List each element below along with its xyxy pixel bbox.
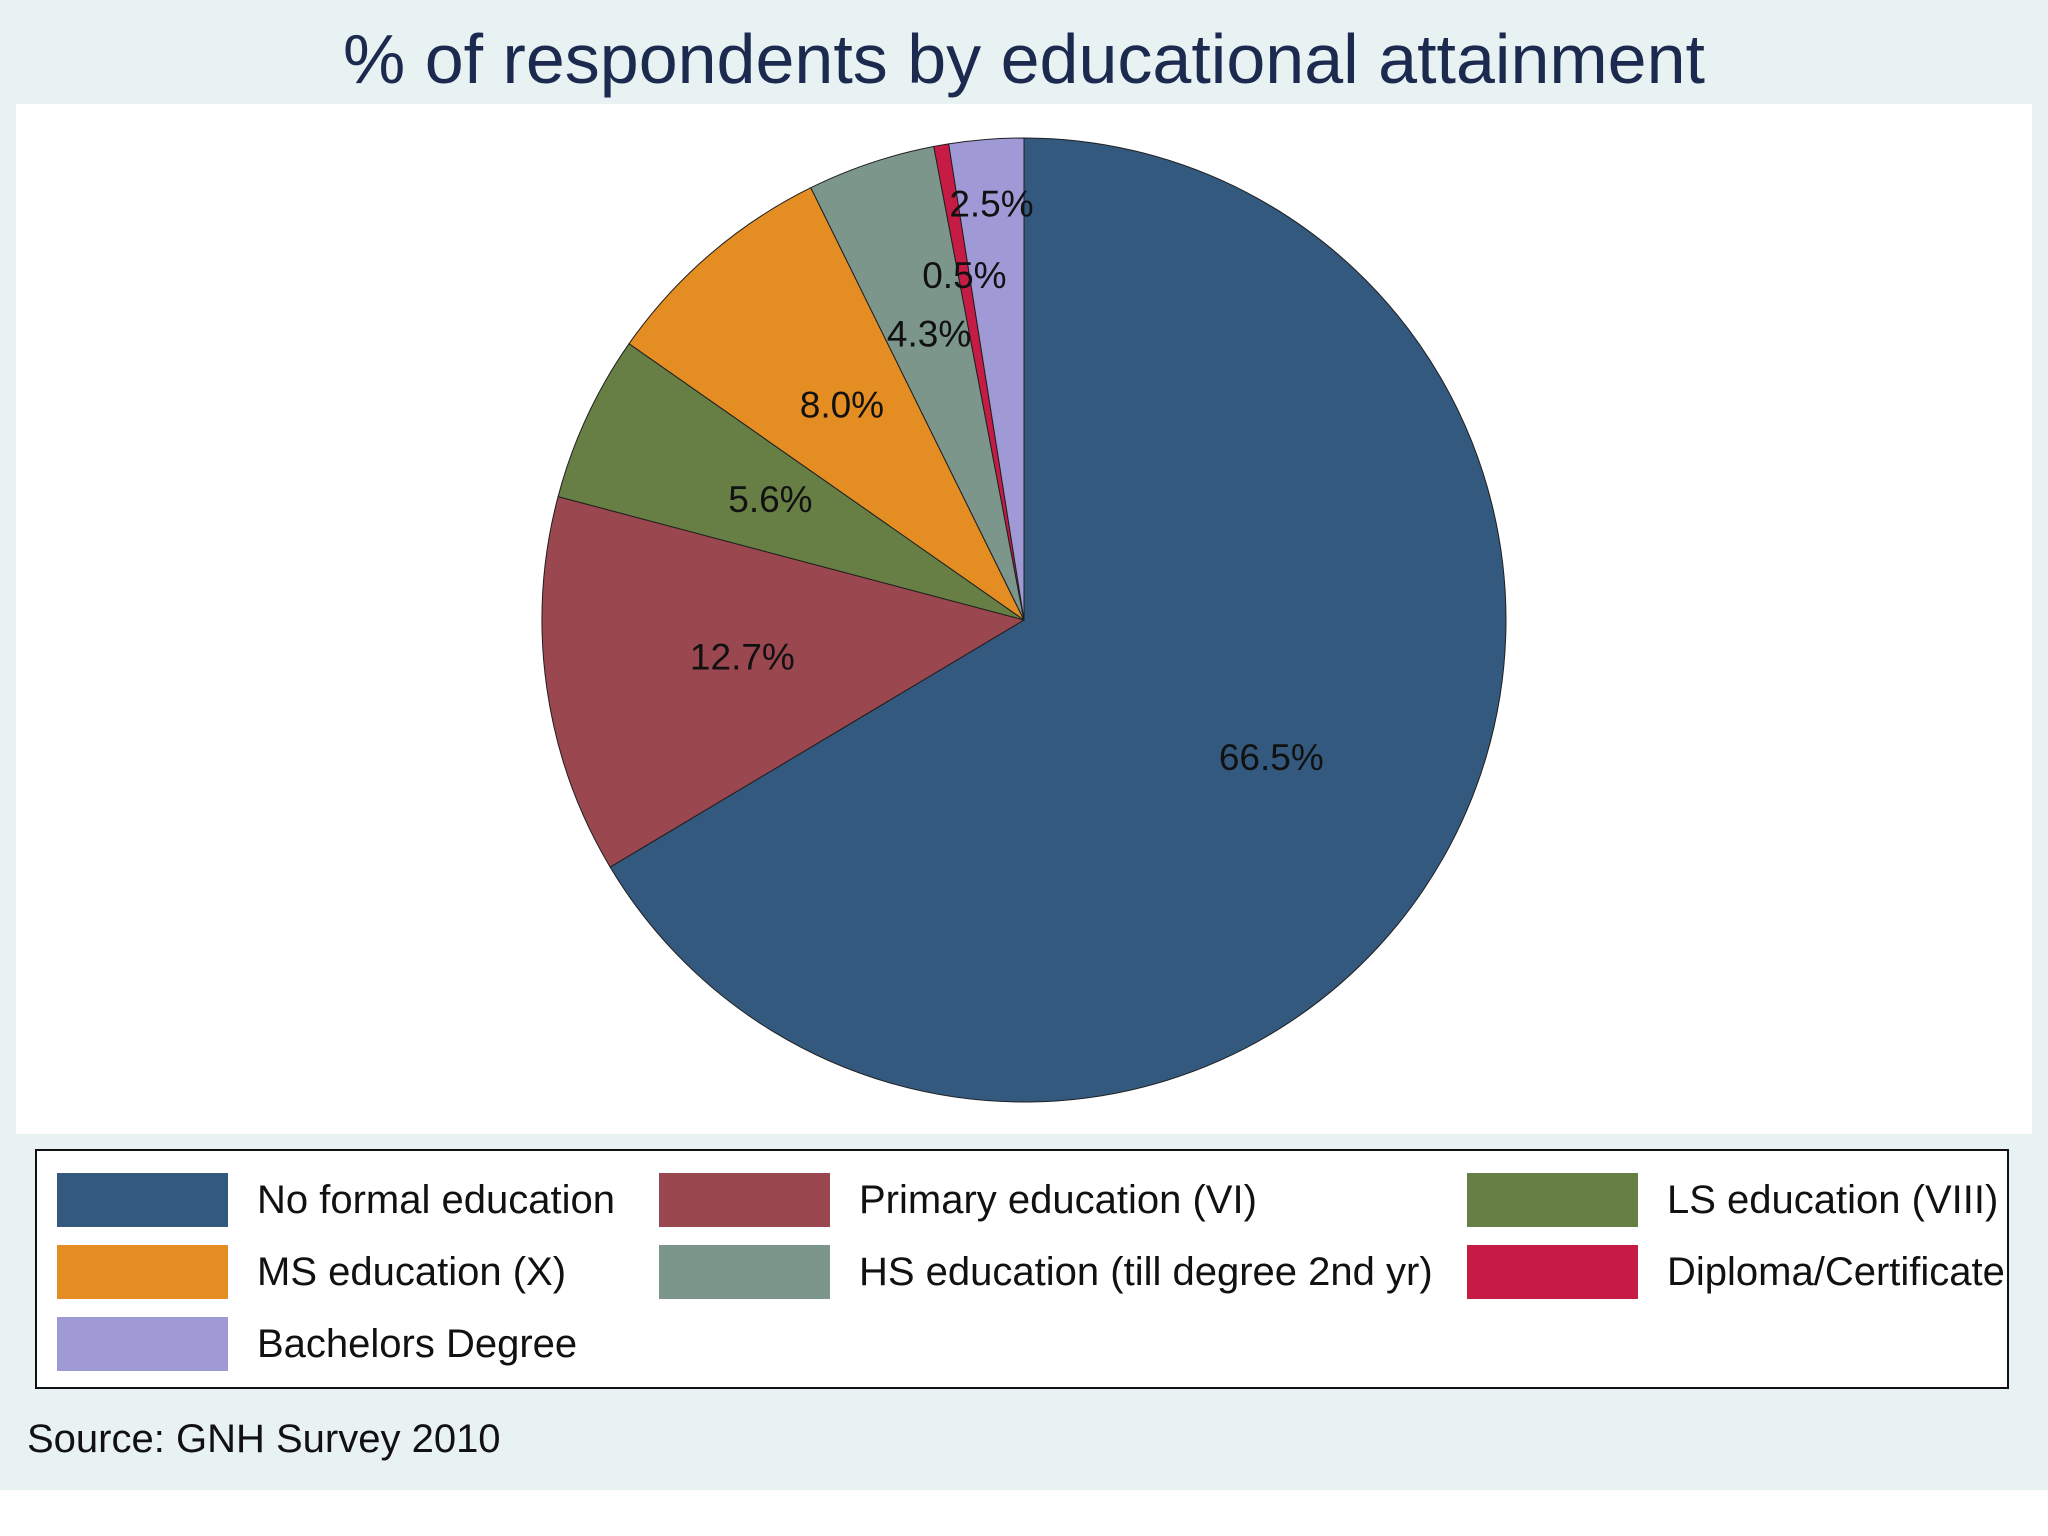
legend-swatch	[1467, 1245, 1638, 1299]
legend-swatch	[57, 1173, 228, 1227]
source-note: Source: GNH Survey 2010	[27, 1417, 501, 1461]
pie-slices	[541, 137, 1507, 1103]
pie-slice-ls-education-viii	[557, 343, 1025, 621]
legend-label: No formal education	[257, 1177, 615, 1222]
chart-title: % of respondents by educational attainme…	[343, 20, 1705, 98]
pie-slice-bachelors-degree	[948, 137, 1025, 621]
pie-slice-no-formal-education	[609, 137, 1507, 1103]
legend-item-ls-education: LS education (VIII)	[1467, 1173, 1998, 1227]
legend-item-no-formal-education: No formal education	[57, 1173, 615, 1227]
slice-value-label: 2.5%	[949, 184, 1033, 225]
slice-value-label: 4.3%	[887, 313, 971, 354]
legend-label: LS education (VIII)	[1667, 1177, 1999, 1222]
legend-swatch	[57, 1245, 228, 1299]
legend-label: HS education (till degree 2nd yr)	[859, 1249, 1433, 1294]
pie-slice-ms-education-x	[628, 187, 1025, 621]
slice-labels: 66.5% 12.7% 5.6% 8.0%4.3% 0.5% 2.5%	[690, 184, 1324, 779]
slice-value-label: 8.0%	[800, 385, 884, 426]
legend-swatch	[659, 1173, 830, 1227]
legend-label: Primary education (VI)	[859, 1177, 1257, 1222]
slice-value-label: 66.5%	[1219, 737, 1324, 778]
legend-label: Bachelors Degree	[257, 1321, 578, 1366]
legend-swatch	[57, 1317, 228, 1371]
legend-swatch	[1467, 1173, 1638, 1227]
legend-item-hs-education: HS education (till degree 2nd yr)	[659, 1245, 1433, 1299]
slice-value-label: 12.7%	[690, 636, 795, 677]
chart-frame: % of respondents by educational attainme…	[0, 0, 2048, 1490]
slice-value-label: 5.6%	[728, 479, 812, 520]
legend-item-diploma-certificate: Diploma/Certificate	[1467, 1245, 2005, 1299]
legend-swatch	[659, 1245, 830, 1299]
slice-value-label: 0.5%	[922, 255, 1006, 296]
pie-chart: 66.5% 12.7% 5.6% 8.0%4.3% 0.5% 2.5%	[541, 137, 1507, 1103]
legend-label: Diploma/Certificate	[1667, 1249, 2005, 1294]
plot-area: 66.5% 12.7% 5.6% 8.0% 4.3% 0.5% 2.5%	[16, 104, 2032, 1134]
legend-item-ms-education: MS education (X)	[57, 1245, 566, 1299]
legend: No formal education Primary education (V…	[35, 1149, 2009, 1389]
legend-item-bachelors-degree: Bachelors Degree	[57, 1317, 577, 1371]
legend-label: MS education (X)	[257, 1249, 567, 1294]
legend-item-primary-education: Primary education (VI)	[659, 1173, 1257, 1227]
pie-slice-primary-education-vi	[541, 495, 1026, 868]
